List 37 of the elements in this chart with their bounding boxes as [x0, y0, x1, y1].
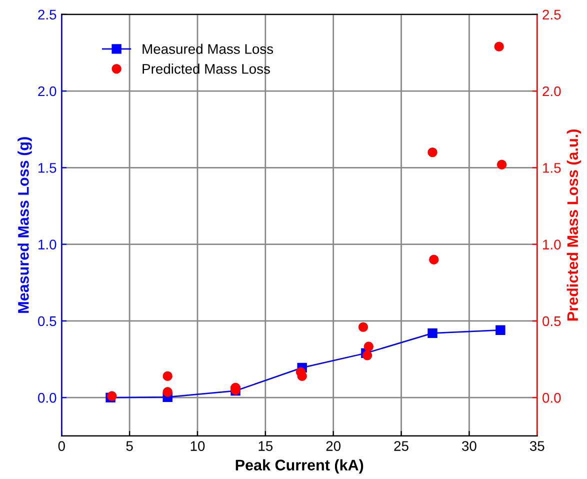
point: [496, 160, 507, 170]
point: [429, 254, 439, 264]
y-tick-label: 2.0: [38, 86, 56, 96]
point: [364, 342, 374, 352]
point: [428, 328, 438, 338]
y2-tick-label: 2.5: [542, 10, 561, 20]
y-tick-label: 0.5: [38, 316, 56, 326]
point: [162, 371, 172, 381]
point: [494, 42, 504, 52]
y-axis-title: Measured Mass Loss (g): [18, 137, 32, 313]
point: [358, 322, 368, 332]
point: [297, 371, 307, 381]
point: [428, 147, 438, 158]
y-tick-label: 1.0: [38, 240, 56, 250]
y2-tick-label: 1.5: [543, 163, 561, 173]
y-tick-label: 0.0: [38, 392, 56, 403]
x-tick-label: 20: [326, 441, 341, 451]
x-tick-label: 10: [190, 441, 205, 451]
y-tick-label: 1.5: [38, 163, 56, 173]
y2-axis-title: Predicted Mass Loss (a.u.): [566, 130, 582, 320]
point: [162, 387, 172, 397]
x-tick-label: 15: [258, 441, 273, 451]
x-tick-label: 5: [126, 441, 133, 451]
x-tick-label: 35: [530, 441, 544, 451]
legend-label: Predicted Mass Loss: [142, 64, 270, 74]
y2-tick-label: 1.0: [543, 240, 561, 250]
x-tick-label: 30: [462, 441, 476, 451]
y2-tick-label: 0.0: [542, 392, 561, 403]
point: [362, 350, 372, 360]
x-tick-label: 25: [394, 441, 408, 451]
point: [496, 325, 506, 335]
legend-label: Measured Mass Loss: [142, 44, 274, 54]
x-tick-label: 0: [58, 441, 65, 451]
x-axis-title: Peak Current (kA): [236, 459, 364, 474]
y2-tick-label: 0.5: [542, 316, 561, 326]
y2-tick-label: 2.0: [542, 86, 561, 96]
y-tick-label: 2.5: [38, 10, 56, 20]
